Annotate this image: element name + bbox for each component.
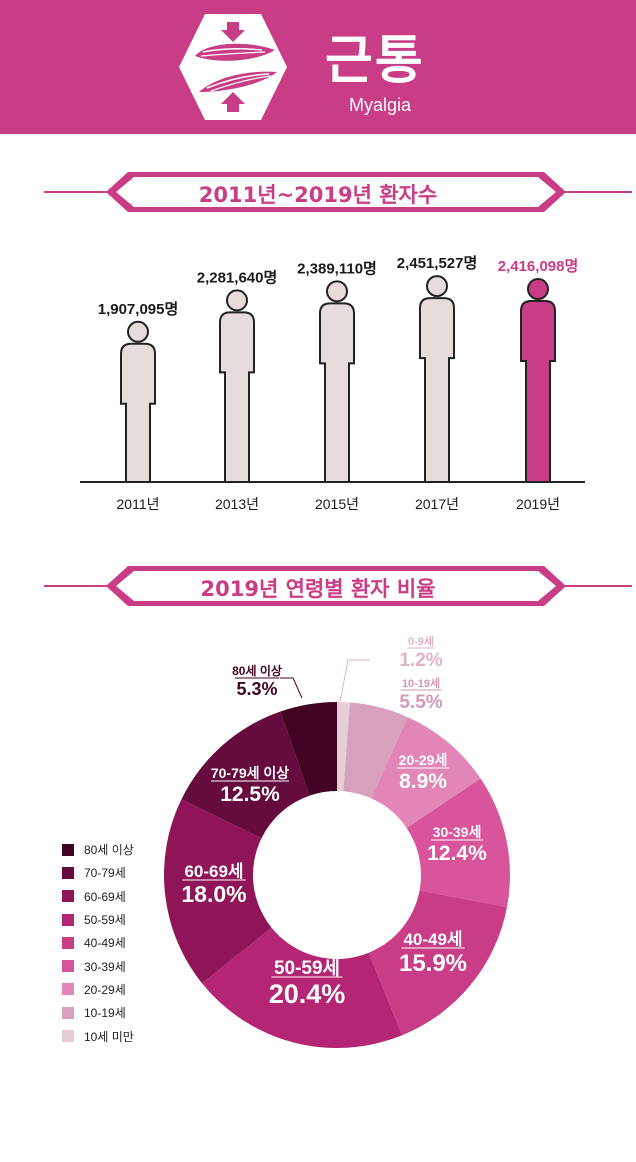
donut-slice-30-39세 <box>406 778 510 908</box>
legend-swatch <box>62 843 74 856</box>
donut-slice-70-79세 이상 <box>181 711 310 839</box>
header-banner: 근통 Myalgia <box>0 0 636 134</box>
bar-person-head <box>527 278 549 301</box>
slice-label: 70-79세 이상 <box>211 765 289 781</box>
legend-label: 80세 이상 <box>84 843 134 858</box>
slice-value: 1.2% <box>399 650 442 671</box>
slice-value: 12.4% <box>427 842 487 865</box>
donut-slice-50-59세 <box>202 927 403 1048</box>
slice-value: 20.4% <box>269 979 346 1009</box>
legend-swatch <box>62 1006 74 1019</box>
legend-item: 40-49세 <box>62 931 134 954</box>
data-label: 2,416,098명 <box>498 257 579 275</box>
bar-person-head <box>426 275 448 298</box>
legend-swatch <box>62 890 74 903</box>
x-tick-label: 2019년 <box>516 496 560 512</box>
banner-frame <box>44 172 632 212</box>
legend-swatch <box>62 936 74 949</box>
donut-slice-60-69세 <box>164 799 272 984</box>
legend-label: 10-19세 <box>84 1006 126 1021</box>
bar-person-head <box>326 280 348 303</box>
bar-person-head <box>226 289 248 312</box>
legend-label: 40-49세 <box>84 936 126 951</box>
leader-line <box>280 677 303 699</box>
legend-item: 50-59세 <box>62 908 134 931</box>
legend-label: 20-29세 <box>84 982 126 997</box>
bar-person-2019년 <box>520 300 556 483</box>
slice-value: 8.9% <box>399 770 447 793</box>
data-label: 2,451,527명 <box>397 254 478 272</box>
x-tick-label: 2011년 <box>117 496 160 512</box>
legend-swatch <box>62 866 74 879</box>
legend-item: 10세 미만 <box>62 1024 134 1047</box>
patients-by-year-chart: 1,907,095명 2011년 2,281,640명 2013년 2,389,110명… <box>80 254 585 512</box>
slice-label: 80세 이상 <box>232 663 282 678</box>
donut-slice-80세 이상 <box>280 702 337 796</box>
page-subtitle: Myalgia <box>349 95 412 115</box>
legend-item: 70-79세 <box>62 861 134 884</box>
slice-value: 5.5% <box>399 692 442 713</box>
legend-label: 10세 미만 <box>84 1029 134 1044</box>
slice-label: 20-29세 <box>399 752 448 768</box>
legend-item: 20-29세 <box>62 978 134 1001</box>
legend-label: 60-69세 <box>84 889 126 904</box>
x-tick-label: 2015년 <box>315 496 359 512</box>
section1-banner: 2011년~2019년 환자수 <box>0 170 636 214</box>
section2-banner: 2019년 연령별 환자 비율 <box>0 564 636 608</box>
bar-person-2011년 <box>120 342 156 483</box>
legend-label: 50-59세 <box>84 913 126 928</box>
age-distribution-donut: 0-9세 1.2% 10-19세 5.5% 20-29세 8.9% 30-39세 12.4% 4… <box>164 634 510 1048</box>
legend-label: 70-79세 <box>84 866 126 881</box>
slice-value: 5.3% <box>236 679 277 699</box>
legend-item: 10-19세 <box>62 1001 134 1024</box>
leader-line <box>339 659 370 703</box>
bar-person-head <box>127 320 149 343</box>
section2-title: 2019년 연령별 환자 비율 <box>200 577 436 601</box>
section1-title: 2011년~2019년 환자수 <box>198 183 438 207</box>
legend-swatch <box>62 983 74 996</box>
data-label: 2,389,110명 <box>297 259 377 277</box>
donut-slice-10-19세 <box>343 702 408 799</box>
data-label: 1,907,095명 <box>98 300 179 318</box>
chart-legend: 80세 이상 70-79세 60-69세 50-59세 40-49세 30-39세 20-2… <box>62 838 134 1048</box>
donut-slice-20-29세 <box>371 717 481 829</box>
donut-slice-40-49세 <box>368 890 507 1036</box>
slice-label: 0-9세 <box>408 634 434 648</box>
x-tick-label: 2017년 <box>415 496 459 512</box>
slice-label: 30-39세 <box>433 824 482 840</box>
slice-value: 18.0% <box>181 881 246 907</box>
page-title: 근통 <box>325 31 425 91</box>
legend-item: 80세 이상 <box>62 838 134 861</box>
bar-person-2015년 <box>319 302 355 483</box>
slice-label: 60-69세 <box>184 862 243 881</box>
legend-swatch <box>62 1030 74 1043</box>
legend-label: 30-39세 <box>84 959 126 974</box>
banner-frame <box>44 566 632 606</box>
bar-person-2013년 <box>219 311 255 483</box>
legend-item: 60-69세 <box>62 885 134 908</box>
donut-slice-0-9세 <box>337 702 351 792</box>
legend-swatch <box>62 960 74 973</box>
slice-value: 15.9% <box>399 950 467 977</box>
legend-swatch <box>62 913 74 926</box>
muscle-icon <box>179 14 287 120</box>
bar-person-2017년 <box>419 297 455 483</box>
x-tick-label: 2013년 <box>215 496 259 512</box>
legend-item: 30-39세 <box>62 954 134 977</box>
data-label: 2,281,640명 <box>197 268 278 286</box>
slice-label: 10-19세 <box>402 676 440 690</box>
slice-label: 40-49세 <box>403 930 462 949</box>
slice-value: 12.5% <box>220 783 280 806</box>
slice-label: 50-59세 <box>274 957 340 979</box>
